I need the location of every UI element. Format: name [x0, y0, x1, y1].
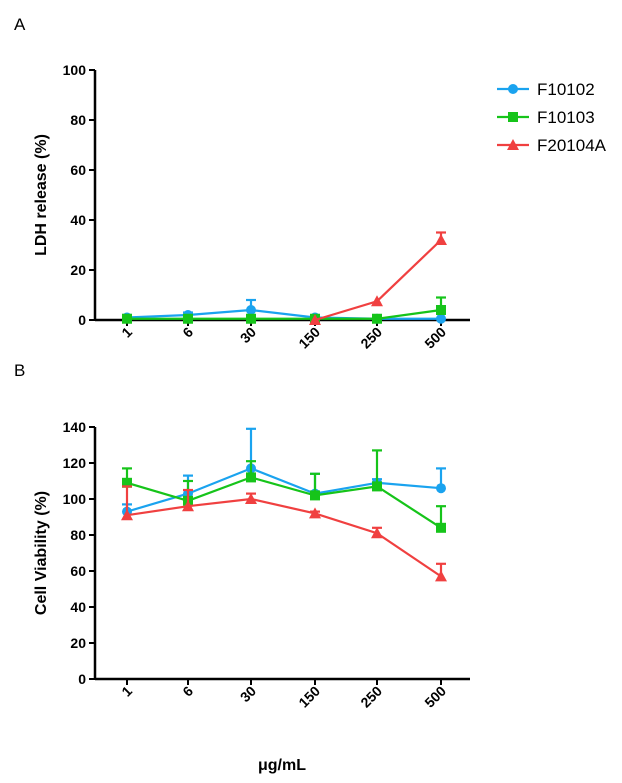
data-point — [371, 295, 383, 307]
panel-a-letter: A — [14, 15, 26, 34]
panel-a-y-axis-title: LDH release (%) — [33, 134, 50, 256]
panel-b-series-f20104a — [121, 485, 447, 582]
legend-label: F10102 — [537, 80, 595, 99]
x-axis-title: μg/mL — [258, 757, 306, 774]
panel-b-letter: B — [14, 361, 25, 380]
data-point — [372, 481, 382, 492]
series-line — [314, 239, 442, 322]
legend-item-f20104a: F20104A — [497, 136, 607, 155]
data-point — [121, 509, 133, 521]
data-point — [309, 507, 321, 519]
panel-b-y-tick-label: 140 — [63, 419, 87, 435]
panel-a-x-tick-label: 1 — [118, 324, 135, 341]
panel-b-y-tick-label: 80 — [70, 527, 86, 543]
data-point — [436, 483, 446, 494]
panel-b-y-tick-label: 60 — [70, 563, 86, 579]
data-point — [183, 313, 193, 324]
data-point — [246, 472, 256, 483]
panel-b-y-tick-label: 40 — [70, 599, 86, 615]
panel-b-y-axis-title: Cell Viability (%) — [33, 491, 50, 615]
panel-b-y-tick-label: 20 — [70, 635, 86, 651]
panel-a-y-tick-label: 100 — [63, 62, 87, 78]
legend: F10102 F10103 F20104A — [497, 80, 607, 155]
data-point — [245, 493, 257, 504]
data-point — [436, 313, 446, 324]
legend-item-f10102: F10102 — [497, 80, 595, 99]
panel-a-x-tick-label: 30 — [237, 324, 259, 346]
data-point — [309, 314, 321, 325]
series-line — [126, 467, 442, 513]
panel-a-x-tick-label: 150 — [295, 324, 323, 352]
data-point — [310, 490, 320, 501]
panel-b-y-tick-label: 0 — [78, 671, 86, 687]
panel-a-x-tick-label: 6 — [179, 324, 196, 341]
data-point — [122, 477, 132, 488]
legend-triangle-marker — [507, 139, 519, 150]
panel-a-y-tick-label: 60 — [70, 162, 86, 178]
panel-b-x-tick-label: 1 — [118, 683, 135, 700]
data-point — [435, 234, 447, 245]
panel-b-x-tick-label: 150 — [295, 683, 323, 711]
data-point — [182, 500, 194, 512]
panel-a-y-tick-label: 40 — [70, 212, 86, 228]
series-line — [126, 497, 442, 578]
ldh-release-chart: 0 20 40 60 80 100 1 6 30 150 250 500 LDH release (%) — [33, 62, 470, 352]
data-point — [436, 305, 446, 315]
legend-label: F20104A — [537, 136, 607, 155]
cell-viability-chart: 0 20 40 60 80 100 120 140 1 6 30 150 250 500 Cell Viab… — [33, 419, 470, 711]
data-point — [246, 313, 256, 324]
panel-a-x-tick-label: 250 — [357, 324, 385, 352]
panel-b-x-tick-label: 250 — [357, 683, 385, 711]
panel-b-y-tick-label: 120 — [63, 455, 87, 471]
legend-label: F10103 — [537, 108, 595, 127]
data-point — [246, 305, 256, 315]
panel-a-y-tick-label: 0 — [78, 312, 86, 328]
legend-item-f10103: F10103 — [497, 108, 595, 127]
panel-a-y-tick-label: 80 — [70, 112, 86, 128]
data-point — [436, 522, 446, 533]
data-point — [371, 527, 383, 539]
panel-a-y-tick-label: 20 — [70, 262, 86, 278]
series-line — [127, 308, 442, 320]
series-line — [126, 476, 442, 529]
data-point — [372, 313, 382, 324]
panel-b-x-tick-label: 6 — [179, 683, 196, 700]
data-point — [122, 313, 132, 324]
panel-b-series-f10102 — [122, 427, 446, 517]
panel-a-series-f20104a — [309, 231, 447, 325]
series-line — [126, 308, 441, 320]
legend-square-marker — [508, 112, 518, 122]
panel-b-x-tick-label: 30 — [237, 683, 259, 705]
panel-b-x-tick-label: 500 — [421, 683, 449, 711]
panel-b-series-f10103 — [122, 449, 446, 533]
data-point — [435, 570, 447, 582]
panel-a-x-tick-label: 500 — [421, 324, 449, 352]
panel-b-y-tick-label: 100 — [63, 491, 87, 507]
legend-circle-marker — [508, 84, 518, 94]
